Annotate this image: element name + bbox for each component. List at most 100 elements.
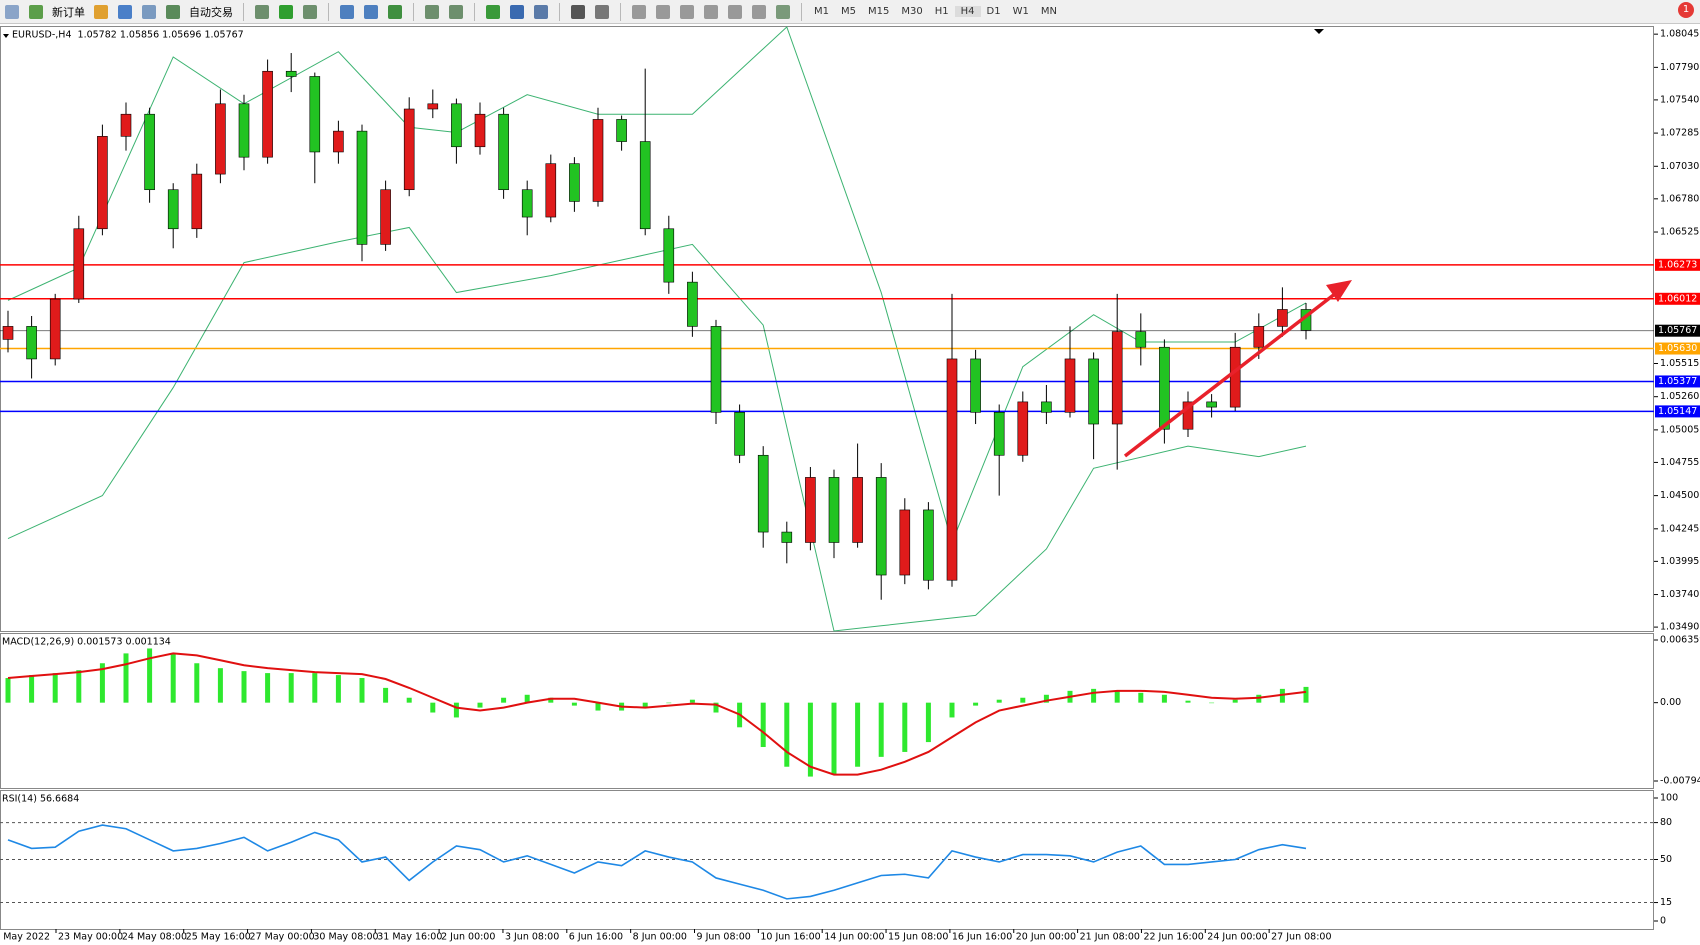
y-tick-label: 1.07790 <box>1660 62 1699 73</box>
y-tick-label: 0.006359 <box>1660 635 1700 646</box>
time-label: 9 Jun 08:00 <box>697 932 751 943</box>
timeframe-button[interactable]: W1 <box>1012 6 1029 17</box>
timeframe-button[interactable]: D1 <box>986 6 1001 17</box>
icon <box>632 4 646 19</box>
macd-bar <box>383 687 389 703</box>
candle-body <box>1041 401 1052 413</box>
y-tick-label: 1.05260 <box>1660 391 1699 402</box>
auto-trade-button[interactable]: 自动交易 <box>189 5 233 19</box>
candle-body <box>97 136 108 230</box>
candle-body <box>2 326 14 340</box>
candle-body <box>1017 401 1029 456</box>
price-level-label: 1.05630 <box>1658 343 1697 354</box>
candle-body <box>403 108 415 191</box>
candle-body <box>1182 401 1194 430</box>
macd-bar <box>312 673 318 703</box>
macd-bar <box>1209 702 1215 704</box>
search-icon[interactable] <box>1647 4 1661 18</box>
icon <box>776 4 790 19</box>
new-order-button[interactable]: 新订单 <box>52 5 85 19</box>
price-level-label: 1.06012 <box>1658 293 1697 304</box>
macd-signal <box>7 652 1307 776</box>
candle-body <box>710 326 722 413</box>
macd-bar <box>217 668 223 703</box>
time-label: 22 Jun 16:00 <box>1143 932 1203 943</box>
macd-bar <box>29 675 35 703</box>
macd-bar <box>1043 694 1049 703</box>
macd-bar <box>194 663 200 703</box>
y-tick-label: 1.06780 <box>1660 193 1699 204</box>
time-label: 20 Jun 00:00 <box>1016 932 1076 943</box>
macd-bar <box>52 673 58 703</box>
candle-body <box>757 454 769 533</box>
separator <box>474 2 475 21</box>
candle-body <box>380 189 391 245</box>
icon <box>142 4 156 19</box>
macd-bar <box>524 694 530 703</box>
candle-body <box>427 103 439 110</box>
timeframe-button[interactable]: M5 <box>841 6 856 17</box>
timeframe-button[interactable]: M1 <box>814 6 829 17</box>
price-level-label: 1.05767 <box>1658 325 1697 336</box>
main-pane <box>0 26 1654 632</box>
candle-body <box>1088 358 1099 425</box>
timeframe-button[interactable]: MN <box>1040 6 1057 17</box>
macd-bar <box>1161 694 1167 703</box>
macd-bar <box>831 702 837 775</box>
candle-body <box>923 509 934 581</box>
notification-badge[interactable]: 1 <box>1678 2 1694 18</box>
candle-body <box>828 477 840 543</box>
y-tick-label: 100 <box>1660 793 1678 804</box>
bollinger-band <box>7 226 1307 632</box>
timeframe-button[interactable]: H4 <box>954 6 981 17</box>
candle-body <box>191 173 203 230</box>
indicator-label: MACD(12,26,9) 0.001573 0.001134 <box>2 637 171 648</box>
time-label: 27 Jun 08:00 <box>1271 932 1331 943</box>
icon <box>425 4 439 19</box>
y-tick-label: -0.007949 <box>1660 776 1700 787</box>
macd-bar <box>288 673 294 703</box>
macd-bar <box>147 648 153 703</box>
candle-body <box>451 103 462 148</box>
macd-pane <box>0 633 1654 789</box>
macd-bar <box>1138 692 1144 703</box>
timeframe-button[interactable]: H1 <box>934 6 949 17</box>
time-label: 27 May 00:00 <box>250 932 315 943</box>
icon <box>255 4 269 19</box>
y-tick-label: 1.03740 <box>1660 589 1699 600</box>
candle-body <box>1111 331 1123 425</box>
macd-bar <box>123 653 129 703</box>
timeframe-button[interactable]: M30 <box>901 6 923 17</box>
macd-bar <box>477 702 483 708</box>
time-label: 3 Jun 08:00 <box>505 932 559 943</box>
macd-bar <box>1232 699 1238 703</box>
icon <box>595 4 609 19</box>
chart: 1.08045 1.07790 1.07540 1.07285 1.07030 1.067… <box>0 26 1700 943</box>
icon <box>680 4 694 19</box>
separator <box>413 2 414 21</box>
icon <box>704 4 718 19</box>
icon <box>486 4 500 19</box>
macd-bar <box>99 663 105 703</box>
y-tick-label: 0.00 <box>1660 697 1681 708</box>
macd-bar <box>76 670 82 703</box>
price-level-label: 1.05377 <box>1658 376 1697 387</box>
y-tick-label: 1.08045 <box>1660 29 1699 40</box>
macd-bar <box>5 678 11 703</box>
candle-body <box>1253 326 1265 348</box>
rsi-line <box>7 824 1307 900</box>
candle-body <box>333 130 344 153</box>
time-label: 31 May 16:00 <box>377 932 442 943</box>
candle-body <box>1135 331 1147 348</box>
time-label: 21 Jun 08:00 <box>1080 932 1140 943</box>
timeframe-button[interactable]: M15 <box>868 6 890 17</box>
candle-body <box>356 130 368 245</box>
candle-body <box>899 509 911 576</box>
macd-bar <box>807 702 813 777</box>
timeframes: M1 M5 M15 M30 H1 H4 D1 W1 MN <box>808 6 1063 17</box>
price-level-tag <box>1655 292 1700 305</box>
y-tick-label: 50 <box>1660 854 1672 865</box>
price-level-label: 1.06273 <box>1658 259 1697 270</box>
candle-body <box>309 76 321 153</box>
